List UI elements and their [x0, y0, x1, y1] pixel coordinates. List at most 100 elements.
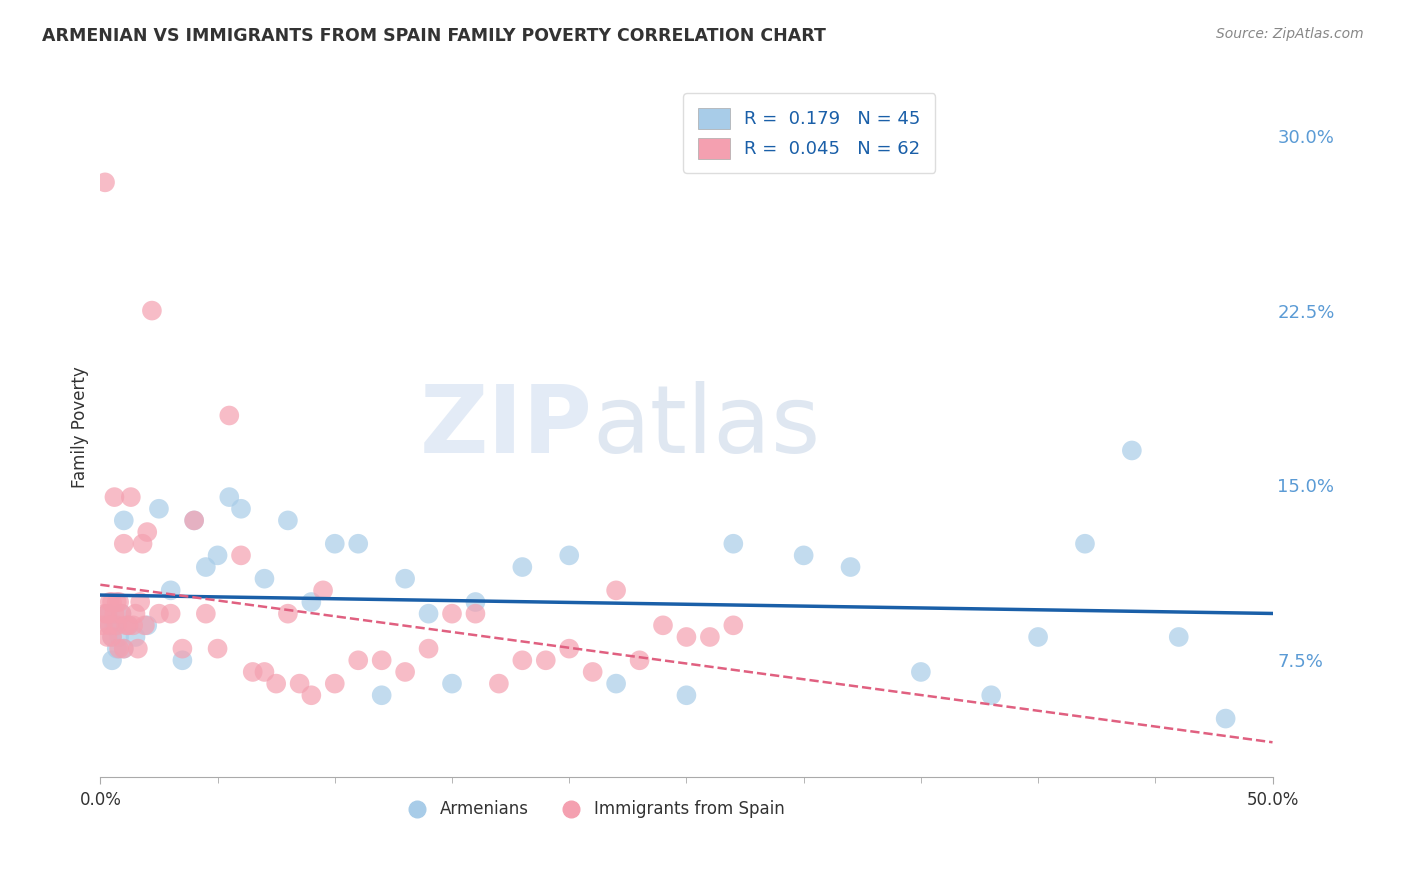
Point: [299, 688, 322, 702]
Point: [488, 676, 510, 690]
Point: [103, 490, 125, 504]
Point: [347, 537, 370, 551]
Point: [699, 630, 721, 644]
Point: [96, 607, 118, 621]
Point: [418, 607, 440, 621]
Point: [839, 560, 862, 574]
Point: [980, 688, 1002, 702]
Point: [558, 641, 581, 656]
Point: [312, 583, 335, 598]
Point: [1167, 630, 1189, 644]
Point: [394, 572, 416, 586]
Point: [108, 595, 131, 609]
Point: [98, 595, 121, 609]
Point: [418, 641, 440, 656]
Point: [91, 618, 114, 632]
Point: [101, 595, 124, 609]
Point: [141, 303, 163, 318]
Point: [793, 549, 815, 563]
Point: [440, 607, 463, 621]
Point: [723, 618, 745, 632]
Point: [131, 537, 153, 551]
Point: [103, 607, 125, 621]
Point: [277, 513, 299, 527]
Point: [108, 630, 131, 644]
Point: [264, 676, 287, 690]
Point: [207, 549, 229, 563]
Point: [229, 549, 252, 563]
Point: [370, 653, 392, 667]
Point: [124, 607, 146, 621]
Point: [534, 653, 557, 667]
Y-axis label: Family Poverty: Family Poverty: [72, 367, 89, 488]
Point: [394, 665, 416, 679]
Point: [115, 618, 138, 632]
Point: [127, 641, 149, 656]
Point: [1026, 630, 1049, 644]
Point: [218, 409, 240, 423]
Point: [98, 618, 121, 632]
Point: [122, 618, 145, 632]
Point: [110, 607, 132, 621]
Text: Source: ZipAtlas.com: Source: ZipAtlas.com: [1216, 27, 1364, 41]
Point: [582, 665, 605, 679]
Point: [105, 641, 128, 656]
Point: [120, 490, 142, 504]
Point: [910, 665, 932, 679]
Point: [218, 490, 240, 504]
Text: ARMENIAN VS IMMIGRANTS FROM SPAIN FAMILY POVERTY CORRELATION CHART: ARMENIAN VS IMMIGRANTS FROM SPAIN FAMILY…: [42, 27, 827, 45]
Point: [108, 641, 131, 656]
Point: [105, 595, 128, 609]
Point: [134, 618, 156, 632]
Point: [101, 630, 124, 644]
Point: [98, 618, 121, 632]
Point: [288, 676, 311, 690]
Point: [148, 501, 170, 516]
Point: [105, 618, 128, 632]
Point: [253, 572, 276, 586]
Point: [1121, 443, 1143, 458]
Legend: Armenians, Immigrants from Spain: Armenians, Immigrants from Spain: [394, 793, 792, 824]
Point: [464, 595, 486, 609]
Text: atlas: atlas: [593, 381, 821, 473]
Point: [96, 630, 118, 644]
Point: [440, 676, 463, 690]
Point: [112, 641, 135, 656]
Point: [370, 688, 392, 702]
Point: [110, 607, 132, 621]
Point: [112, 513, 135, 527]
Point: [129, 595, 152, 609]
Point: [628, 653, 651, 667]
Point: [675, 630, 697, 644]
Point: [117, 618, 139, 632]
Point: [103, 618, 125, 632]
Point: [605, 583, 627, 598]
Point: [1074, 537, 1097, 551]
Point: [229, 501, 252, 516]
Point: [1215, 712, 1237, 726]
Text: ZIP: ZIP: [420, 381, 593, 473]
Point: [207, 641, 229, 656]
Point: [323, 676, 346, 690]
Point: [242, 665, 264, 679]
Point: [277, 607, 299, 621]
Point: [136, 618, 159, 632]
Point: [148, 607, 170, 621]
Point: [96, 607, 118, 621]
Point: [101, 630, 124, 644]
Point: [464, 607, 486, 621]
Point: [117, 618, 139, 632]
Point: [183, 513, 205, 527]
Point: [124, 630, 146, 644]
Point: [94, 175, 117, 189]
Point: [299, 595, 322, 609]
Point: [723, 537, 745, 551]
Point: [194, 560, 217, 574]
Point: [194, 607, 217, 621]
Point: [323, 537, 346, 551]
Point: [512, 653, 534, 667]
Point: [159, 583, 181, 598]
Point: [112, 641, 135, 656]
Point: [172, 641, 194, 656]
Point: [605, 676, 627, 690]
